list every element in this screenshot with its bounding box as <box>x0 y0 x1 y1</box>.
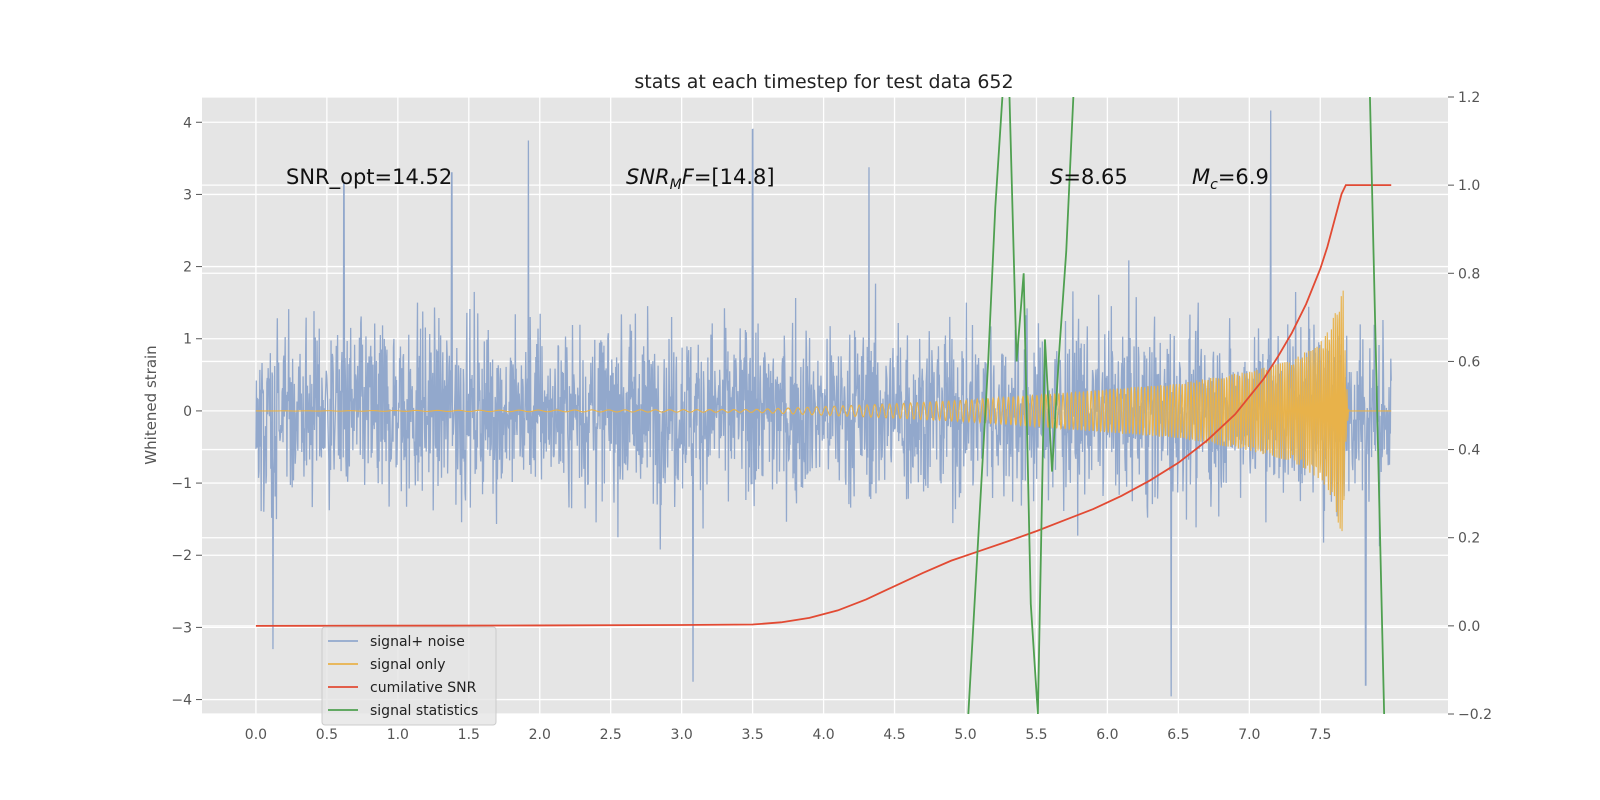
y-tick-label: −1 <box>171 476 192 492</box>
chart-title: stats at each timestep for test data 652 <box>634 71 1013 93</box>
x-tick-label: 4.0 <box>812 727 834 743</box>
x-tick-label: 6.0 <box>1096 727 1118 743</box>
x-tick-label: 5.5 <box>1025 727 1047 743</box>
legend-label: signal statistics <box>370 703 478 719</box>
y-tick-label: 1 <box>183 332 192 348</box>
x-tick-label: 3.5 <box>741 727 763 743</box>
x-tick-label: 2.5 <box>600 727 622 743</box>
y2-tick-label: 1.0 <box>1458 178 1480 194</box>
series-signal-statistics <box>967 97 1386 714</box>
legend-label: cumilative SNR <box>370 680 477 696</box>
x-tick-label: 4.5 <box>883 727 905 743</box>
annotation-s: S=8.65 <box>1050 165 1128 189</box>
x-tick-label: 7.0 <box>1238 727 1260 743</box>
axes: 0.0 0.5 1.0 1.5 2.0 2.5 3.0 3.5 4.0 4.5 5.0 5.5 6.0 6… <box>171 90 1492 743</box>
y2-tick-label: −0.2 <box>1458 707 1492 723</box>
y2-tick-label: 0.6 <box>1458 354 1480 370</box>
annotation-s-value: =8.65 <box>1063 165 1127 189</box>
x-tick-label: 1.5 <box>458 727 480 743</box>
annotation-mc-symbol: M <box>1192 165 1210 189</box>
series-layer <box>255 97 1392 714</box>
y-tick-label: −3 <box>171 620 192 636</box>
y2-tick-label: 0.0 <box>1458 619 1480 635</box>
annotation-snr-mf-symbol: SNR <box>626 165 670 189</box>
annotation-snr-mf-number: =[14.8] <box>694 165 775 189</box>
annotation-snr-mf-subscript: M <box>670 177 682 193</box>
annotations: SNR_opt=14.52 SNRMF=[14.8] S=8.65 Mc=6.9 <box>286 165 1269 193</box>
x-tick-label: 7.5 <box>1309 727 1331 743</box>
y2-tick-label: 1.2 <box>1458 90 1480 106</box>
x-tick-label: 5.0 <box>954 727 976 743</box>
legend-label: signal only <box>370 657 445 673</box>
annotation-mc-value: =6.9 <box>1218 165 1269 189</box>
x-tick-label: 1.0 <box>387 727 409 743</box>
y-tick-label: −2 <box>171 548 192 564</box>
y2-tick-label: 0.8 <box>1458 266 1480 282</box>
y2-tick-label: 0.4 <box>1458 443 1480 459</box>
x-tick-label: 0.0 <box>245 727 267 743</box>
y-axis-label: Whitened strain <box>142 345 160 464</box>
x-tick-label: 0.5 <box>316 727 338 743</box>
annotation-mc-subscript: c <box>1210 177 1218 193</box>
annotation-snr-mf-f: F <box>682 165 695 189</box>
x-tick-label: 3.0 <box>671 727 693 743</box>
y2-tick-label: 0.2 <box>1458 531 1480 547</box>
y-tick-label: 0 <box>183 404 192 420</box>
y-tick-label: 4 <box>183 115 192 131</box>
annotation-snr-mf-value: F=[14.8] <box>682 165 775 189</box>
series-cumulative-snr <box>255 184 1392 627</box>
legend-label: signal+ noise <box>370 634 465 650</box>
legend: signal+ noise signal only cumilative SNR si… <box>321 626 497 726</box>
y-tick-label: −4 <box>171 693 192 709</box>
annotation-mc: Mc=6.9 <box>1192 165 1269 193</box>
annotation-snr-mf: SNRMF=[14.8] <box>626 165 775 193</box>
annotation-s-symbol: S <box>1050 165 1063 189</box>
legend-box <box>321 626 497 726</box>
x-tick-label: 2.0 <box>529 727 551 743</box>
y-tick-label: 3 <box>183 187 192 203</box>
y-tick-label: 2 <box>183 260 192 276</box>
series-signal-only <box>255 290 1392 532</box>
x-tick-label: 6.5 <box>1167 727 1189 743</box>
annotation-snr-opt: SNR_opt=14.52 <box>286 165 452 190</box>
